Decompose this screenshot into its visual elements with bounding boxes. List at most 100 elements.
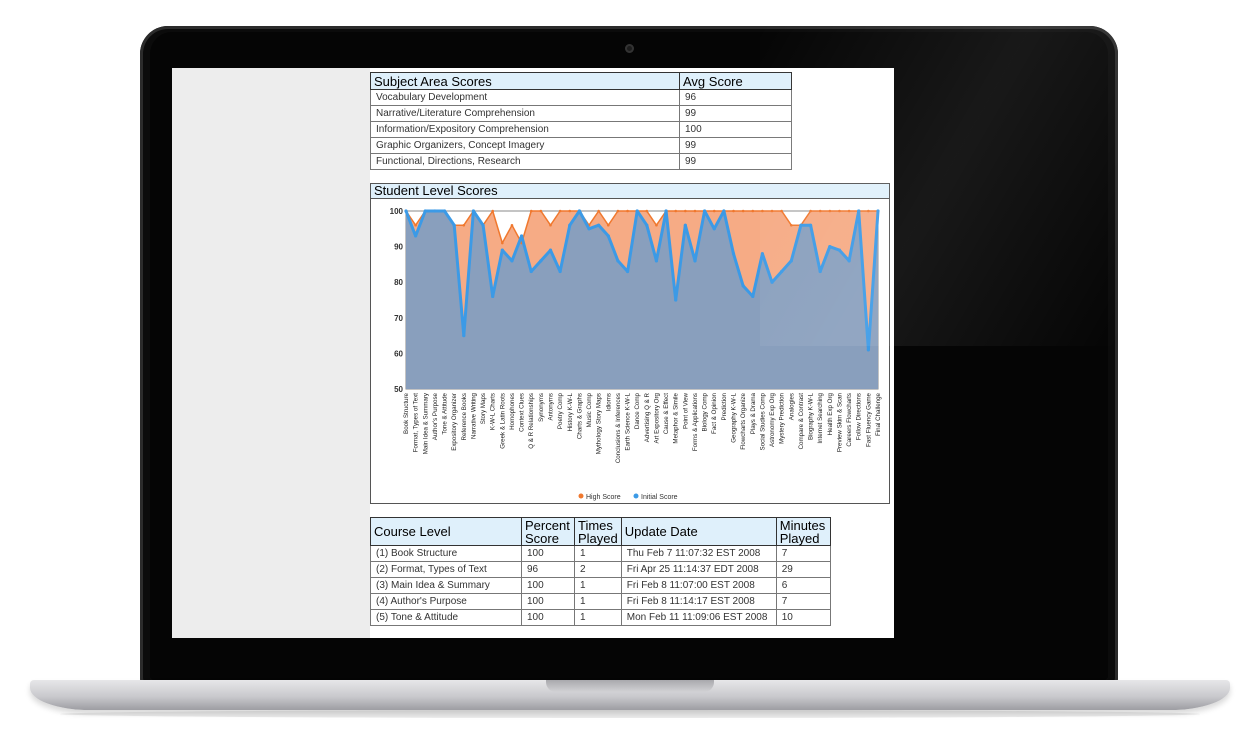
x-tick-label: History K-W-L bbox=[567, 392, 574, 431]
x-tick-label: Geography K-W-L bbox=[731, 392, 738, 442]
column-header: Avg Score bbox=[679, 72, 792, 90]
table-cell: 1 bbox=[574, 593, 622, 610]
column-header: Course Level bbox=[370, 517, 522, 546]
table-cell: 1 bbox=[574, 545, 622, 562]
x-tick-label: Story Maps bbox=[480, 393, 487, 424]
table-cell: (1) Book Structure bbox=[370, 545, 522, 562]
column-header: Times Played bbox=[574, 517, 622, 546]
x-tick-label: K-W-L Charts bbox=[490, 393, 497, 430]
data-point bbox=[732, 209, 735, 213]
data-point bbox=[491, 209, 494, 213]
x-tick-label: Fact & Opinion bbox=[711, 392, 718, 433]
x-tick-label: Earth Science K-W-L bbox=[625, 392, 632, 450]
data-point bbox=[674, 298, 678, 302]
table-cell: 7 bbox=[775, 545, 832, 562]
data-point bbox=[549, 223, 552, 227]
table-row: (1) Book Structure 100 1 Thu Feb 7 11:07:32… bbox=[370, 545, 832, 562]
table-cell: 100 bbox=[679, 121, 792, 138]
x-tick-label: Advertising Q & R bbox=[644, 392, 651, 442]
x-tick-label: Fast Fluency Game bbox=[865, 392, 872, 447]
data-point bbox=[761, 209, 764, 213]
x-tick-label: Expository Organizer bbox=[451, 393, 458, 451]
x-tick-label: Narrative Writing bbox=[470, 392, 477, 439]
data-point bbox=[741, 209, 745, 213]
table-row: (3) Main Idea & Summary 100 1 Fri Feb 8 11:… bbox=[370, 577, 832, 594]
y-tick-label: 70 bbox=[394, 314, 403, 323]
x-tick-label: Greek & Latin Roots bbox=[499, 393, 506, 449]
data-point bbox=[818, 209, 822, 213]
data-point bbox=[452, 223, 456, 227]
legend-label: High Score bbox=[586, 494, 621, 501]
data-point bbox=[414, 223, 417, 227]
data-point bbox=[847, 209, 851, 213]
table-cell: 29 bbox=[775, 561, 832, 578]
data-point bbox=[857, 209, 861, 213]
data-point bbox=[703, 209, 707, 213]
data-point bbox=[423, 209, 427, 213]
table-cell: 7 bbox=[775, 593, 832, 610]
student-level-scores-chart: 50 60 70 80 90 100 Book Structure Format, Types… bbox=[390, 207, 882, 501]
x-tick-label: Flowcharts Organize bbox=[740, 392, 747, 449]
column-header: Minutes Played bbox=[775, 517, 832, 546]
table-cell: Information/Expository Comprehension bbox=[370, 121, 680, 138]
table-cell: (3) Main Idea & Summary bbox=[370, 577, 522, 594]
table-row: Functional, Directions, Research 99 bbox=[370, 153, 792, 170]
table-row: Information/Expository Comprehension 100 bbox=[370, 121, 792, 138]
webcam-icon bbox=[625, 44, 634, 53]
data-point bbox=[867, 209, 870, 213]
table-cell: 6 bbox=[775, 577, 832, 594]
table-header-row: Subject Area Scores Avg Score bbox=[370, 72, 792, 90]
subject-area-scores-table: Subject Area Scores Avg Score Vocabulary… bbox=[370, 72, 792, 170]
data-point bbox=[558, 209, 562, 213]
data-point bbox=[751, 209, 755, 213]
column-header: Subject Area Scores bbox=[370, 72, 680, 90]
y-tick-label: 50 bbox=[394, 385, 403, 394]
data-point bbox=[606, 223, 610, 227]
x-tick-label: Idioms bbox=[605, 393, 612, 411]
table-cell: Thu Feb 7 11:07:32 EST 2008 bbox=[620, 545, 777, 562]
data-point bbox=[462, 334, 466, 338]
table-row: Graphic Organizers, Concept Imagery 99 bbox=[370, 137, 792, 154]
x-tick-label: Health Exp Org bbox=[827, 392, 834, 435]
data-point bbox=[597, 209, 600, 213]
x-tick-label: Careers Flowcharts bbox=[846, 393, 853, 447]
data-point bbox=[838, 209, 841, 213]
data-point bbox=[606, 234, 610, 238]
data-point bbox=[635, 209, 639, 213]
y-tick-label: 80 bbox=[394, 278, 403, 287]
data-point bbox=[789, 259, 793, 263]
data-point bbox=[577, 209, 581, 213]
data-point bbox=[529, 269, 533, 274]
x-tick-label: Preview Skim & Scan bbox=[836, 392, 843, 452]
data-point bbox=[847, 259, 851, 263]
table-header-row: Course Level Percent Score Times Played … bbox=[370, 517, 832, 546]
x-tick-label: Book Structure bbox=[403, 392, 410, 433]
data-point bbox=[828, 245, 832, 249]
x-tick-label: Biology Comp bbox=[702, 392, 709, 431]
data-point bbox=[799, 223, 803, 227]
x-tick-label: Conclusions & Inferences bbox=[615, 393, 622, 463]
data-point bbox=[731, 252, 736, 256]
data-point bbox=[645, 209, 649, 213]
table-cell: (4) Author's Purpose bbox=[370, 593, 522, 610]
table-cell: Fri Apr 25 11:14:37 EDT 2008 bbox=[620, 561, 777, 578]
y-tick-label: 100 bbox=[390, 207, 404, 216]
course-level-table: Course Level Percent Score Times Played … bbox=[370, 517, 832, 626]
data-point bbox=[404, 209, 408, 213]
x-tick-label: Poetry Comp bbox=[557, 392, 564, 429]
table-cell: 100 bbox=[521, 609, 575, 626]
x-tick-label: Art Expository Org bbox=[653, 392, 660, 443]
x-tick-label: Synonyms bbox=[538, 393, 545, 422]
data-point bbox=[491, 294, 495, 299]
data-point bbox=[693, 259, 697, 263]
laptop-shadow bbox=[60, 710, 1200, 718]
data-point bbox=[780, 269, 784, 274]
data-point bbox=[558, 269, 562, 274]
x-tick-label: Final Challenge bbox=[875, 392, 882, 436]
x-tick-label: Compare & Contrast bbox=[798, 393, 805, 450]
legend-marker bbox=[633, 493, 639, 499]
data-point bbox=[712, 227, 716, 231]
data-point bbox=[539, 209, 543, 213]
data-point bbox=[722, 209, 726, 213]
x-tick-label: Metaphor & Simile bbox=[673, 392, 680, 443]
